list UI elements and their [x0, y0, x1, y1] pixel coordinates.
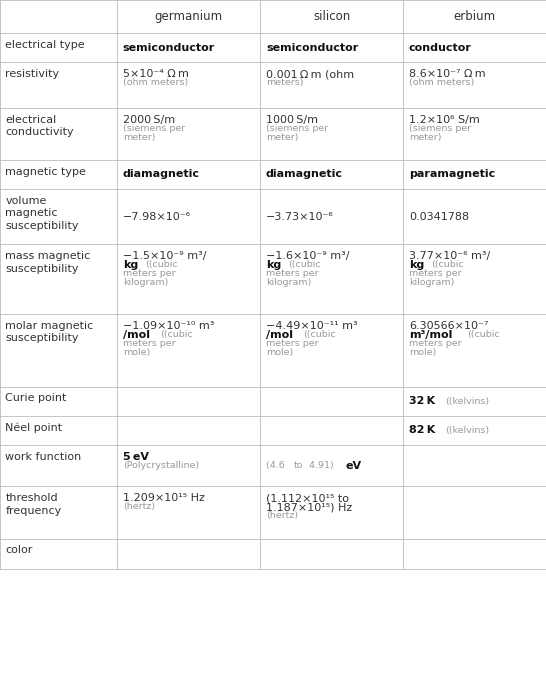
Text: −1.5×10⁻⁹ m³/: −1.5×10⁻⁹ m³/ — [123, 251, 206, 261]
Text: conductor: conductor — [409, 43, 472, 53]
Text: eV: eV — [346, 461, 362, 471]
Text: kg: kg — [266, 260, 281, 270]
Text: 2000 S/m: 2000 S/m — [123, 115, 175, 124]
Text: color: color — [5, 545, 33, 555]
Text: 4.91): 4.91) — [306, 462, 337, 470]
Text: mole): mole) — [123, 348, 150, 357]
Text: (4.6: (4.6 — [266, 462, 288, 470]
Text: work function: work function — [5, 452, 82, 462]
Text: volume
magnetic
susceptibility: volume magnetic susceptibility — [5, 196, 79, 230]
Text: (ohm meters): (ohm meters) — [123, 78, 188, 87]
Text: silicon: silicon — [313, 10, 351, 23]
Text: meter): meter) — [123, 133, 156, 142]
Text: diamagnetic: diamagnetic — [123, 169, 200, 179]
Text: erbium: erbium — [454, 10, 496, 23]
Text: (hertz): (hertz) — [123, 502, 155, 511]
Text: 1.209×10¹⁵ Hz: 1.209×10¹⁵ Hz — [123, 493, 205, 503]
Text: meters per: meters per — [266, 339, 318, 348]
Text: −1.6×10⁻⁹ m³/: −1.6×10⁻⁹ m³/ — [266, 251, 349, 261]
Text: −1.09×10⁻¹⁰ m³: −1.09×10⁻¹⁰ m³ — [123, 321, 214, 330]
Text: meters per: meters per — [266, 269, 318, 278]
Text: kilogram): kilogram) — [266, 278, 311, 287]
Text: 0.001 Ω m (ohm: 0.001 Ω m (ohm — [266, 69, 354, 79]
Text: 5×10⁻⁴ Ω m: 5×10⁻⁴ Ω m — [123, 69, 189, 79]
Text: ((kelvins): ((kelvins) — [445, 397, 489, 405]
Text: 0.0341788: 0.0341788 — [409, 212, 469, 221]
Text: ((cubic: ((cubic — [160, 330, 193, 339]
Text: kilogram): kilogram) — [409, 278, 454, 287]
Text: ((cubic: ((cubic — [288, 260, 321, 269]
Text: to: to — [294, 462, 304, 470]
Text: meters): meters) — [266, 78, 304, 87]
Text: (hertz): (hertz) — [266, 511, 298, 520]
Text: −4.49×10⁻¹¹ m³: −4.49×10⁻¹¹ m³ — [266, 321, 358, 330]
Text: /mol: /mol — [123, 330, 150, 339]
Text: semiconductor: semiconductor — [123, 43, 215, 53]
Text: /mol: /mol — [266, 330, 293, 339]
Text: kg: kg — [123, 260, 138, 270]
Text: −3.73×10⁻⁶: −3.73×10⁻⁶ — [266, 212, 334, 221]
Text: ((cubic: ((cubic — [145, 260, 177, 269]
Text: ((cubic: ((cubic — [431, 260, 464, 269]
Text: 8.6×10⁻⁷ Ω m: 8.6×10⁻⁷ Ω m — [409, 69, 485, 79]
Text: m³/mol: m³/mol — [409, 330, 452, 339]
Text: mole): mole) — [409, 348, 436, 357]
Text: semiconductor: semiconductor — [266, 43, 358, 53]
Text: threshold
frequency: threshold frequency — [5, 493, 62, 516]
Text: magnetic type: magnetic type — [5, 167, 86, 176]
Text: ((cubic: ((cubic — [303, 330, 336, 339]
Text: meter): meter) — [409, 133, 442, 142]
Text: 6.30566×10⁻⁷: 6.30566×10⁻⁷ — [409, 321, 488, 330]
Text: 82 K: 82 K — [409, 425, 435, 435]
Text: 5 eV: 5 eV — [123, 452, 149, 462]
Text: mass magnetic
susceptibility: mass magnetic susceptibility — [5, 251, 91, 273]
Text: electrical type: electrical type — [5, 40, 85, 50]
Text: molar magnetic
susceptibility: molar magnetic susceptibility — [5, 321, 94, 343]
Text: 32 K: 32 K — [409, 396, 435, 406]
Text: (1.112×10¹⁵ to: (1.112×10¹⁵ to — [266, 493, 349, 503]
Text: ((cubic: ((cubic — [467, 330, 500, 339]
Text: 1000 S/m: 1000 S/m — [266, 115, 318, 124]
Text: meters per: meters per — [409, 269, 461, 278]
Text: Curie point: Curie point — [5, 393, 67, 403]
Text: mole): mole) — [266, 348, 293, 357]
Text: (siemens per: (siemens per — [266, 124, 328, 133]
Text: paramagnetic: paramagnetic — [409, 169, 495, 179]
Text: meters per: meters per — [123, 269, 175, 278]
Text: kg: kg — [409, 260, 424, 270]
Text: diamagnetic: diamagnetic — [266, 169, 343, 179]
Text: meter): meter) — [266, 133, 299, 142]
Text: 3.77×10⁻⁶ m³/: 3.77×10⁻⁶ m³/ — [409, 251, 490, 261]
Text: (ohm meters): (ohm meters) — [409, 78, 474, 87]
Text: (Polycrystalline): (Polycrystalline) — [123, 461, 199, 470]
Text: 1.187×10¹⁵) Hz: 1.187×10¹⁵) Hz — [266, 502, 352, 512]
Text: electrical
conductivity: electrical conductivity — [5, 115, 74, 137]
Text: 1.2×10⁶ S/m: 1.2×10⁶ S/m — [409, 115, 480, 124]
Text: (siemens per: (siemens per — [409, 124, 471, 133]
Text: germanium: germanium — [155, 10, 223, 23]
Text: ((kelvins): ((kelvins) — [445, 426, 489, 434]
Text: resistivity: resistivity — [5, 69, 60, 79]
Text: kilogram): kilogram) — [123, 278, 168, 287]
Text: meters per: meters per — [409, 339, 461, 348]
Text: meters per: meters per — [123, 339, 175, 348]
Text: Néel point: Néel point — [5, 423, 63, 433]
Text: (siemens per: (siemens per — [123, 124, 185, 133]
Text: −7.98×10⁻⁶: −7.98×10⁻⁶ — [123, 212, 191, 221]
